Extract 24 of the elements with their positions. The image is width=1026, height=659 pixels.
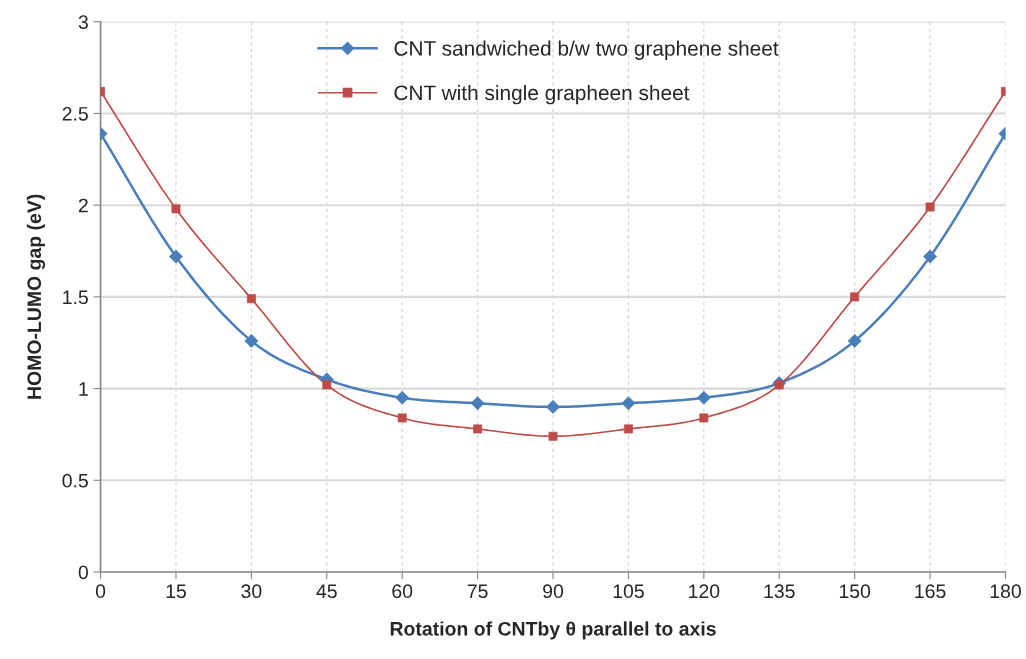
x-tick-label: 135	[764, 584, 795, 599]
y-tick-label: 1.5	[63, 290, 88, 305]
x-tick-label: 45	[316, 584, 337, 599]
x-axis-title: Rotation of CNTby θ parallel to axis	[390, 621, 716, 640]
x-tick-label: 0	[95, 584, 106, 599]
y-tick-label: 0	[78, 565, 88, 580]
x-tick-label: 150	[839, 584, 871, 599]
x-tick-label: 75	[467, 584, 488, 599]
x-tick-label: 15	[166, 584, 186, 599]
x-tick-label: 165	[915, 584, 946, 599]
x-tick-label: 90	[543, 584, 564, 599]
y-tick-label: 0.5	[62, 473, 88, 488]
x-tick-label: 180	[990, 584, 1021, 599]
y-tick-label: 2.5	[62, 106, 88, 121]
x-tick-label: 105	[613, 584, 644, 599]
y-axis-title: HOMO-LUMO gap (eV)	[26, 194, 46, 399]
y-tick-label: 1	[79, 382, 88, 396]
x-tick-label: 60	[392, 584, 413, 599]
legend-label: CNT with single grapheen sheet	[394, 84, 690, 105]
y-tick-label: 3	[78, 15, 88, 29]
y-tick-label: 2	[78, 198, 88, 213]
x-tick-label: 30	[241, 584, 262, 599]
x-tick-label: 120	[689, 584, 720, 599]
legend-label: CNT sandwiched b/w two graphene sheet	[394, 40, 779, 60]
